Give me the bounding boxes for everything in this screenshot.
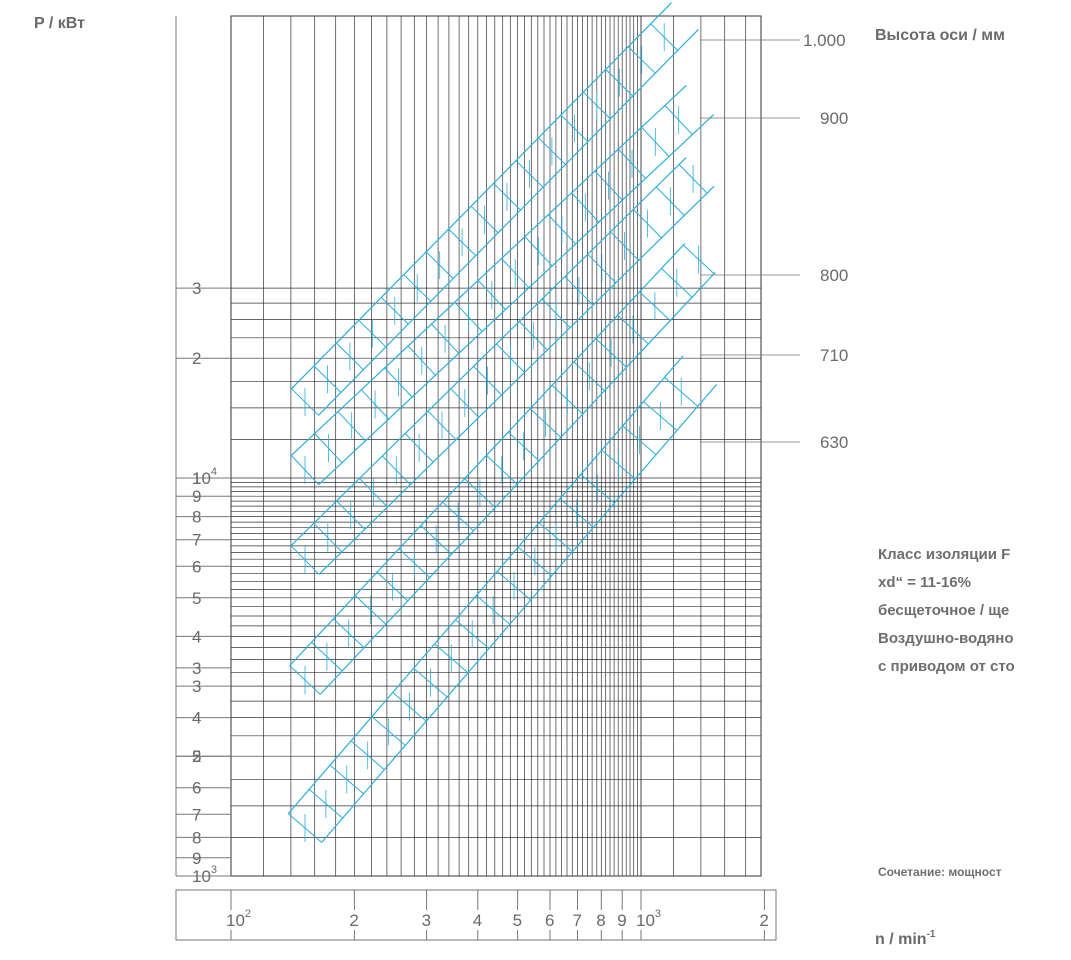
footer-note: Сочетание: мощност	[878, 865, 1002, 879]
note-drive: с приводом от сто	[878, 658, 1015, 675]
x-tick-label: 7	[573, 911, 582, 930]
y-tick-label: 8	[192, 508, 201, 527]
y-tick-label: 5	[192, 747, 201, 766]
y-tick-label: 6	[192, 557, 201, 576]
y-tick-label: 3	[192, 279, 201, 298]
axis-height-title: Высота оси / мм	[875, 27, 1005, 44]
note-excitation: бесщеточное / ще	[878, 602, 1010, 619]
band-edge-2	[290, 157, 687, 547]
x-axis-ruler	[175, 889, 777, 941]
band-edge-2	[318, 185, 715, 575]
note-cooling: Воздушно-водяно	[878, 630, 1014, 647]
x-axis-label-text: n / min	[875, 931, 927, 948]
band-edge-1	[290, 84, 687, 456]
x-tick-label: 6	[545, 911, 554, 930]
x-tick-label: 3	[422, 911, 431, 930]
y-tick-label: 3	[192, 659, 201, 678]
x-tick-label: 103	[636, 908, 661, 930]
y-tick-label: 2	[192, 349, 201, 368]
note-insulation: Класс изоляции F	[878, 546, 1011, 563]
y-axis-label: P / кВт	[34, 15, 85, 32]
x-tick-label: 4	[473, 911, 482, 930]
plot-frame	[230, 15, 762, 877]
y-tick-label: 2	[192, 747, 201, 766]
x-tick-label: 2	[349, 911, 358, 930]
y-tick-label: 4	[192, 709, 201, 728]
x-tick-label: 9	[617, 911, 626, 930]
axis-height-label-900: 900	[820, 109, 848, 128]
y-tick-label: 9	[192, 849, 201, 868]
y-tick-label: 5	[192, 589, 201, 608]
x-axis-label-sup: -1	[927, 929, 936, 940]
axis-height-label-1.000: 1.000	[803, 31, 846, 50]
y-tick-label: 7	[192, 805, 201, 824]
band-edge-0	[291, 2, 672, 390]
axis-height-label-710: 710	[820, 346, 848, 365]
band-edge-0	[318, 28, 699, 416]
band-edge-3	[319, 271, 716, 695]
y-tick-label: 8	[192, 828, 201, 847]
axis-height-label-800: 800	[820, 266, 848, 285]
y-tick-label: 103	[192, 864, 217, 886]
x-tick-label: 102	[226, 908, 251, 930]
x-tick-label: 8	[596, 911, 605, 930]
y-tick-label: 6	[192, 779, 201, 798]
band-edge-1	[318, 114, 715, 486]
axis-height-label-630: 630	[820, 433, 848, 452]
x-tick-label: 5	[513, 911, 522, 930]
y-tick-label: 7	[192, 531, 201, 550]
band-edge-4	[287, 355, 684, 814]
y-tick-label: 104	[192, 466, 217, 488]
x-tick-label: 2	[759, 911, 768, 930]
y-tick-label: 1	[192, 469, 201, 488]
y-tick-label: 4	[192, 627, 201, 646]
y-tick-label: 3	[192, 677, 201, 696]
x-axis-label: n / min-1	[875, 929, 936, 948]
y-tick-label: 9	[192, 487, 201, 506]
band-edge-3	[289, 243, 686, 667]
note-reactance: xd“ = 11-16%	[878, 574, 971, 591]
band-edge-4	[321, 384, 718, 843]
